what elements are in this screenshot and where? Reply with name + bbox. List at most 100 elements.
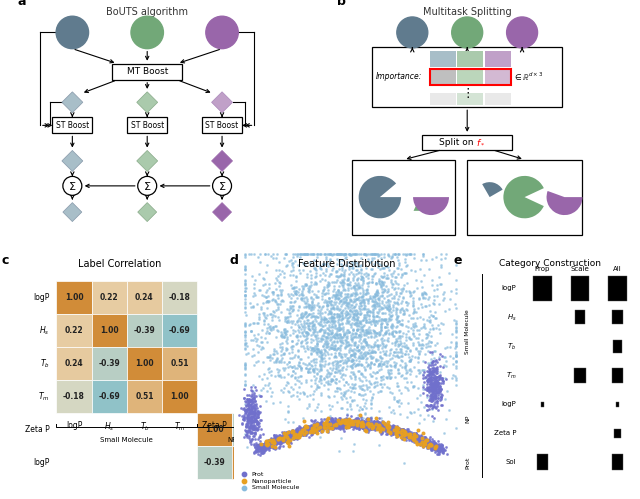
Point <box>272 435 282 443</box>
Point <box>296 355 306 363</box>
Point <box>308 322 319 330</box>
Point <box>423 437 433 445</box>
Point <box>352 290 362 298</box>
Point <box>328 313 339 321</box>
Point <box>282 338 292 346</box>
Point <box>332 416 342 424</box>
Point <box>308 320 319 328</box>
Point <box>395 430 405 438</box>
Point <box>308 356 318 364</box>
Point <box>313 334 323 342</box>
Point <box>333 295 343 303</box>
Point <box>273 258 284 266</box>
Point <box>367 297 378 305</box>
Point <box>348 310 358 318</box>
Point <box>271 250 282 258</box>
Point <box>306 346 316 354</box>
Point <box>431 324 442 332</box>
Point <box>276 330 287 338</box>
Point <box>358 343 369 351</box>
Point <box>431 394 442 402</box>
Point <box>304 303 314 311</box>
Point <box>419 440 429 448</box>
Point <box>420 433 430 441</box>
Point <box>424 441 434 449</box>
Point <box>385 297 396 305</box>
Point <box>410 432 420 440</box>
Point <box>319 351 330 359</box>
Point <box>389 393 399 401</box>
Point <box>392 312 403 320</box>
Point <box>384 291 394 299</box>
Point <box>335 336 346 344</box>
Point <box>304 282 314 290</box>
Point <box>323 317 333 325</box>
Point <box>264 442 274 450</box>
Point <box>286 343 296 351</box>
Point <box>307 322 317 330</box>
Point <box>367 422 377 430</box>
Point <box>330 349 340 357</box>
Point <box>378 264 388 272</box>
Point <box>383 427 393 435</box>
Text: -0.18: -0.18 <box>169 293 191 302</box>
Point <box>413 437 423 445</box>
Point <box>380 297 390 305</box>
Point <box>383 329 394 337</box>
Point <box>255 447 265 455</box>
Point <box>341 253 351 261</box>
Point <box>252 407 262 415</box>
Point <box>348 333 358 341</box>
Point <box>259 445 269 453</box>
Point <box>298 319 308 327</box>
Point <box>301 422 311 430</box>
Point <box>352 419 362 427</box>
Point <box>333 424 344 432</box>
Point <box>333 418 344 426</box>
Point <box>240 380 250 388</box>
Point <box>307 424 317 432</box>
Point <box>248 397 259 405</box>
Point <box>367 254 378 262</box>
Point <box>359 299 369 307</box>
Point <box>363 307 373 315</box>
Point <box>436 443 446 451</box>
Point <box>396 372 406 380</box>
Point <box>380 315 390 323</box>
Point <box>302 329 312 337</box>
Point <box>306 250 316 258</box>
Point <box>291 430 301 438</box>
Point <box>296 339 307 347</box>
Point <box>314 420 324 428</box>
Point <box>372 291 383 299</box>
Point <box>250 447 260 455</box>
Point <box>418 357 428 365</box>
Point <box>388 429 399 437</box>
Point <box>316 337 326 345</box>
Point <box>432 444 442 452</box>
Point <box>428 312 438 320</box>
Point <box>255 425 266 433</box>
Point <box>380 424 390 432</box>
Point <box>358 296 368 304</box>
Point <box>294 429 305 437</box>
Point <box>369 423 380 431</box>
Point <box>344 263 355 271</box>
Text: Split on: Split on <box>439 138 473 147</box>
Point <box>311 426 321 434</box>
Point <box>429 441 439 449</box>
Point <box>307 324 317 332</box>
Point <box>263 298 273 306</box>
Point <box>247 395 257 403</box>
Point <box>384 423 394 431</box>
Point <box>339 295 349 303</box>
Point <box>365 294 375 302</box>
Point <box>339 418 349 426</box>
Point <box>307 423 317 431</box>
Point <box>342 419 353 427</box>
Point <box>353 294 363 302</box>
Point <box>346 320 356 328</box>
Point <box>291 431 301 439</box>
Point <box>259 441 269 449</box>
Point <box>352 322 362 330</box>
